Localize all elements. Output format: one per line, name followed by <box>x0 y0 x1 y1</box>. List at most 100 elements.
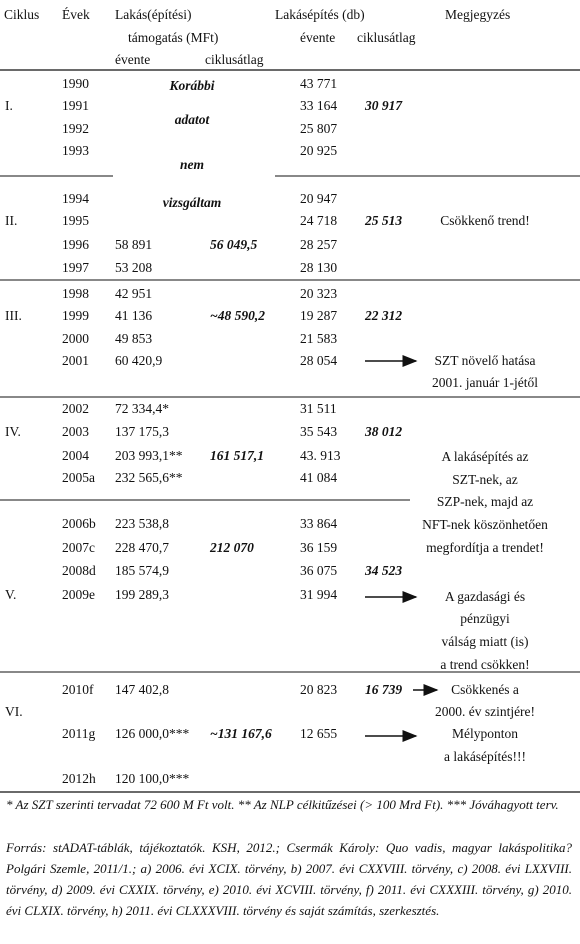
note: a trend csökken! <box>440 657 530 672</box>
built-value: 35 543 <box>300 424 338 439</box>
year: 2001 <box>62 353 89 368</box>
built-value: 31 994 <box>300 587 338 602</box>
built-avg: 16 739 <box>365 682 403 697</box>
header-cell: évente <box>300 30 336 45</box>
support-value: 223 538,8 <box>115 516 169 531</box>
built-value: 21 583 <box>300 331 338 346</box>
header-cell: Ciklus <box>4 7 40 22</box>
source: Forrás: stADAT-táblák, tájékoztatók. KSH… <box>6 840 572 918</box>
no-data-text: vizsgáltam <box>162 195 222 210</box>
support-avg: 161 517,1 <box>210 448 264 463</box>
table-rules <box>0 69 580 793</box>
built-value: 33 864 <box>300 516 338 531</box>
support-value: 53 208 <box>115 260 153 275</box>
year: 2006b <box>62 516 96 531</box>
note: Csökkenés a <box>451 682 519 697</box>
year: 2004 <box>62 448 89 463</box>
year: 2008d <box>62 563 96 578</box>
built-value: 20 823 <box>300 682 338 697</box>
support-value: 72 334,4* <box>115 401 169 416</box>
note: SZT-nek, az <box>452 472 518 487</box>
note: pénzügyi <box>460 611 510 626</box>
support-value: 228 470,7 <box>115 540 169 555</box>
header-cell: Lakásépítés (db) <box>275 7 365 22</box>
built-value: 20 925 <box>300 143 338 158</box>
year: 1997 <box>62 260 89 275</box>
built-value: 25 807 <box>300 121 338 136</box>
year: 1991 <box>62 98 89 113</box>
built-value: 43 771 <box>300 76 338 91</box>
built-value: 28 257 <box>300 237 338 252</box>
year: 2009e <box>62 587 95 602</box>
year: 1996 <box>62 237 89 252</box>
built-avg: 38 012 <box>365 424 403 439</box>
year: 2000 <box>62 331 89 346</box>
built-value: 20 947 <box>300 191 338 206</box>
year: 2010f <box>62 682 94 697</box>
no-data-text: nem <box>179 157 205 172</box>
support-value: 126 000,0*** <box>115 726 190 741</box>
note: NFT-nek köszönhetően <box>422 517 548 532</box>
year: 2005a <box>62 470 95 485</box>
header-cell: Évek <box>62 7 90 22</box>
support-value: 41 136 <box>115 308 153 323</box>
header-cell: támogatás (MFt) <box>128 30 219 45</box>
built-value: 19 287 <box>300 308 338 323</box>
year: 2003 <box>62 424 89 439</box>
cycle-label: III. <box>5 308 22 323</box>
support-avg: ~131 167,6 <box>210 726 272 741</box>
year: 1998 <box>62 286 89 301</box>
support-value: 58 891 <box>115 237 153 252</box>
support-avg: ~48 590,2 <box>210 308 265 323</box>
built-value: 41 084 <box>300 470 338 485</box>
note: Mélyponton <box>452 726 518 741</box>
support-value: 120 100,0*** <box>115 771 190 786</box>
header-cell: Lakás(építési) <box>115 7 192 22</box>
support-value: 203 993,1** <box>115 448 183 463</box>
built-value: 43. 913 <box>300 448 341 463</box>
year: 1994 <box>62 191 89 206</box>
built-value: 31 511 <box>300 401 337 416</box>
cycle-label: V. <box>5 587 17 602</box>
note: válság miatt (is) <box>441 634 529 649</box>
note: 2001. január 1-jétől <box>431 375 539 390</box>
built-value: 36 075 <box>300 563 338 578</box>
support-avg: 212 070 <box>210 540 254 555</box>
cycle-label: IV. <box>5 424 21 439</box>
note: 2000. év szintjére! <box>434 704 536 719</box>
arrows <box>365 355 439 742</box>
support-value: 49 853 <box>115 331 153 346</box>
support-value: 137 175,3 <box>115 424 169 439</box>
built-value: 28 054 <box>300 353 338 368</box>
year: 1995 <box>62 213 89 228</box>
year: 2012h <box>62 771 96 786</box>
support-value: 185 574,9 <box>115 563 169 578</box>
built-avg: 34 523 <box>365 563 403 578</box>
support-value: 42 951 <box>115 286 153 301</box>
support-avg: 56 049,5 <box>210 237 258 252</box>
no-data-text: Korábbi <box>169 78 215 93</box>
year: 2002 <box>62 401 89 416</box>
year: 1993 <box>62 143 89 158</box>
cycle-label: II. <box>5 213 18 228</box>
note: SZP-nek, majd az <box>436 494 534 509</box>
built-avg: 25 513 <box>365 213 403 228</box>
support-value: 199 289,3 <box>115 587 169 602</box>
built-avg: 22 312 <box>365 308 403 323</box>
year: 1992 <box>62 121 89 136</box>
note: A gazdasági és <box>444 589 526 604</box>
support-value: 60 420,9 <box>115 353 163 368</box>
header-cell: ciklusátlag <box>205 52 264 67</box>
header-cell: ciklusátlag <box>357 30 416 45</box>
cycle-label: I. <box>5 98 13 113</box>
note: SZT növelő hatása <box>434 353 536 368</box>
support-value: 147 402,8 <box>115 682 169 697</box>
year: 2011g <box>62 726 96 741</box>
header-cell: évente <box>115 52 151 67</box>
footnote: * Az SZT szerinti tervadat 72 600 M Ft v… <box>6 797 559 812</box>
header-cell: Megjegyzés <box>445 7 511 22</box>
year: 1990 <box>62 76 89 91</box>
built-value: 24 718 <box>300 213 338 228</box>
